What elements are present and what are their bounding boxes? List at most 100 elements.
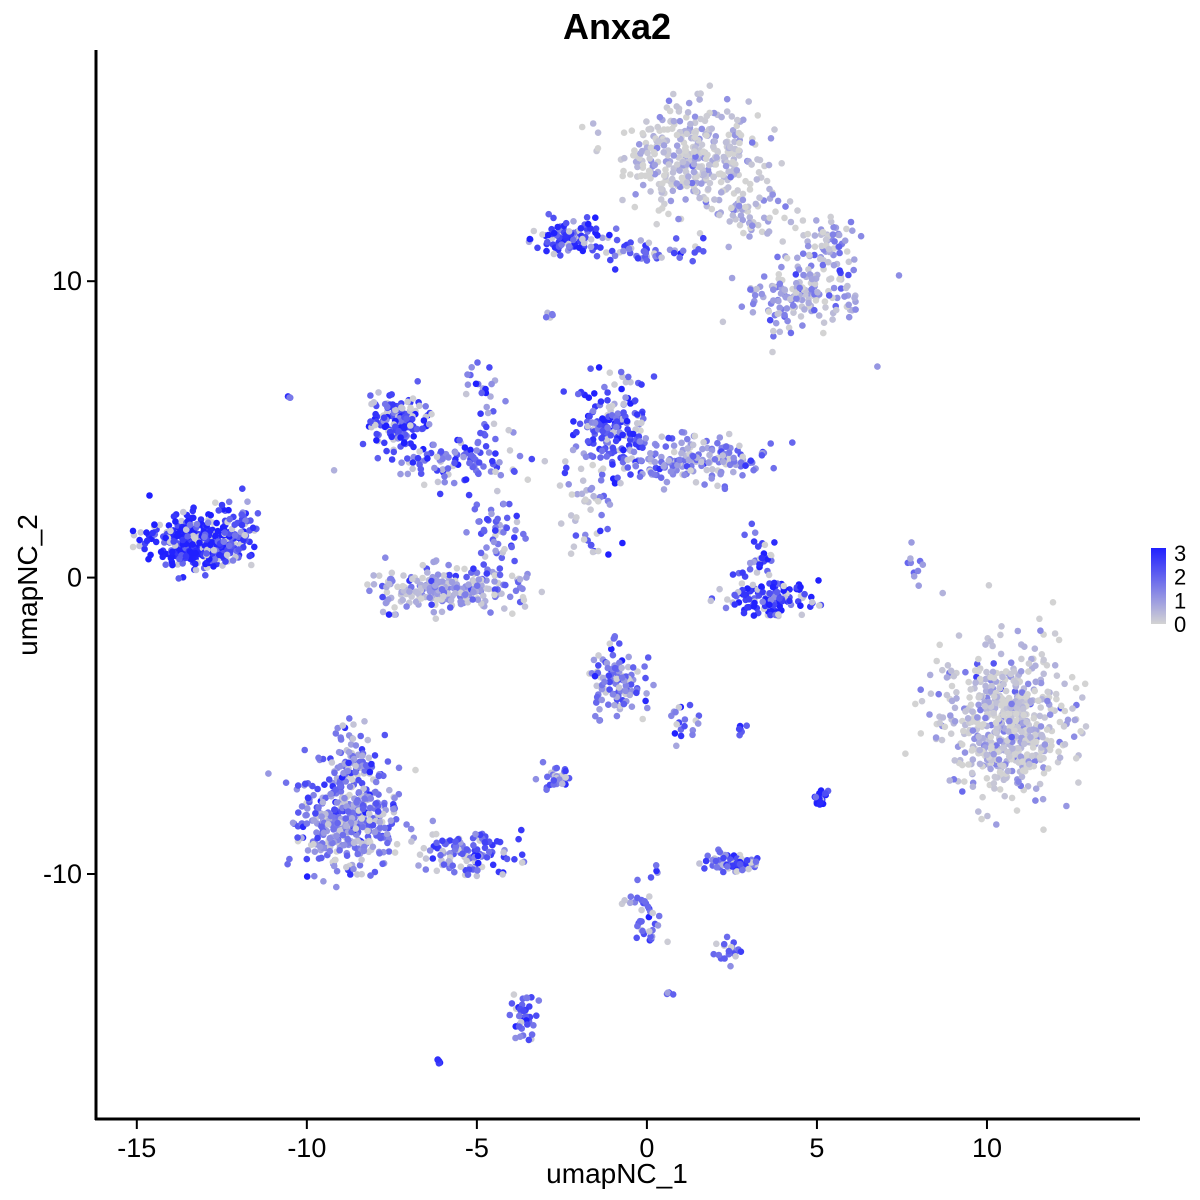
data-point xyxy=(673,721,680,728)
data-point xyxy=(732,953,739,960)
data-point xyxy=(345,748,353,756)
data-point xyxy=(666,107,674,115)
data-point xyxy=(468,452,475,459)
data-point xyxy=(627,378,634,386)
data-point xyxy=(359,805,367,813)
data-point xyxy=(720,153,727,161)
data-point xyxy=(468,364,476,371)
data-point xyxy=(716,434,724,441)
data-point xyxy=(451,449,459,456)
data-point xyxy=(337,788,345,795)
data-point xyxy=(383,589,391,596)
data-point xyxy=(606,501,614,508)
data-point xyxy=(817,799,824,806)
data-point xyxy=(437,448,445,455)
data-point xyxy=(399,582,407,590)
data-point xyxy=(658,254,665,261)
data-point xyxy=(604,424,611,432)
data-point xyxy=(746,233,753,240)
data-point xyxy=(985,582,993,589)
data-point xyxy=(516,1033,524,1040)
data-point xyxy=(639,161,647,169)
data-point xyxy=(962,708,969,715)
data-point xyxy=(399,405,406,412)
data-point xyxy=(746,566,754,573)
data-point xyxy=(681,722,688,730)
data-point xyxy=(211,556,219,563)
data-point xyxy=(591,419,599,427)
data-point xyxy=(1037,627,1044,634)
data-point xyxy=(689,731,696,739)
data-point xyxy=(751,599,758,607)
data-point xyxy=(699,445,706,453)
data-point xyxy=(658,433,666,441)
data-point xyxy=(752,200,760,208)
data-point xyxy=(356,862,364,869)
data-point xyxy=(652,450,659,458)
data-point xyxy=(633,411,641,418)
data-point xyxy=(614,474,621,482)
data-point xyxy=(456,436,463,444)
data-point xyxy=(1044,688,1051,696)
data-point xyxy=(520,530,527,538)
data-point xyxy=(983,775,991,782)
data-point xyxy=(295,809,302,816)
data-point xyxy=(358,870,366,878)
data-point xyxy=(542,313,550,321)
data-point xyxy=(505,426,512,434)
data-point xyxy=(720,940,728,948)
data-point xyxy=(727,962,734,970)
data-point xyxy=(496,565,504,572)
data-point xyxy=(775,271,783,278)
data-point xyxy=(620,400,627,408)
data-point xyxy=(1075,779,1082,786)
data-point xyxy=(849,227,856,234)
data-point xyxy=(722,139,730,146)
data-point xyxy=(722,604,730,612)
data-point xyxy=(939,589,946,597)
data-point xyxy=(996,685,1004,692)
data-point xyxy=(151,521,158,529)
data-point xyxy=(766,601,773,609)
data-point xyxy=(606,640,614,647)
data-point xyxy=(490,420,498,428)
data-point xyxy=(739,216,746,224)
data-point xyxy=(982,641,989,648)
data-point xyxy=(444,465,452,472)
data-point xyxy=(729,158,737,166)
data-point xyxy=(706,82,714,89)
data-point xyxy=(1053,695,1060,703)
data-point xyxy=(951,757,958,764)
data-point xyxy=(218,501,226,509)
data-point xyxy=(780,587,787,594)
data-point xyxy=(371,868,379,876)
data-point xyxy=(570,218,577,225)
data-point xyxy=(1018,728,1025,735)
data-point xyxy=(733,868,741,875)
data-point xyxy=(1036,712,1044,720)
data-point xyxy=(461,565,468,573)
data-point xyxy=(756,561,763,568)
data-point xyxy=(684,109,692,116)
data-point xyxy=(961,749,969,756)
data-point xyxy=(990,780,998,787)
data-point xyxy=(222,558,229,565)
data-point xyxy=(830,261,838,269)
data-point xyxy=(565,481,572,488)
data-point xyxy=(702,857,710,865)
data-point xyxy=(304,805,311,812)
data-point xyxy=(745,98,752,105)
data-point xyxy=(611,381,618,388)
data-point xyxy=(605,672,613,679)
data-point xyxy=(778,160,785,167)
data-point xyxy=(401,424,408,432)
data-point xyxy=(207,541,214,549)
data-point xyxy=(975,694,982,701)
data-point xyxy=(969,727,977,734)
data-point xyxy=(734,116,741,124)
data-point xyxy=(836,249,843,257)
data-point xyxy=(609,651,617,659)
data-point xyxy=(371,828,379,836)
data-point xyxy=(851,294,858,302)
data-point xyxy=(480,592,487,600)
